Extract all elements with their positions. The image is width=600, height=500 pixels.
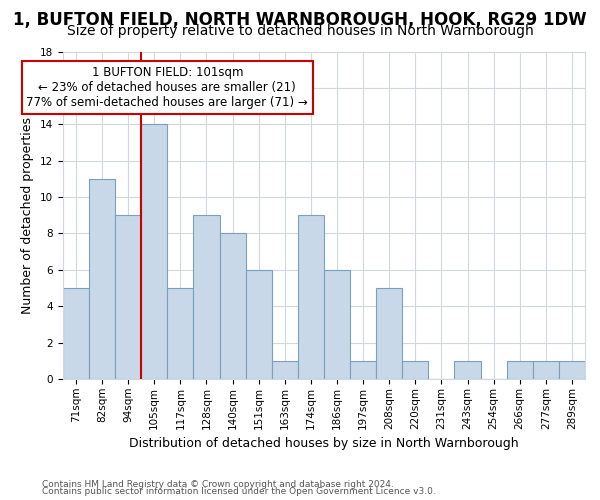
Bar [141, 124, 167, 379]
Bar [324, 270, 350, 379]
Bar [350, 360, 376, 379]
Text: 1 BUFTON FIELD: 101sqm
← 23% of detached houses are smaller (21)
77% of semi-det: 1 BUFTON FIELD: 101sqm ← 23% of detached… [26, 66, 308, 109]
Bar [402, 360, 428, 379]
Text: Contains HM Land Registry data © Crown copyright and database right 2024.: Contains HM Land Registry data © Crown c… [42, 480, 394, 489]
Bar [533, 360, 559, 379]
Text: 1, BUFTON FIELD, NORTH WARNBOROUGH, HOOK, RG29 1DW: 1, BUFTON FIELD, NORTH WARNBOROUGH, HOOK… [13, 11, 587, 29]
X-axis label: Distribution of detached houses by size in North Warnborough: Distribution of detached houses by size … [129, 437, 519, 450]
Bar [272, 360, 298, 379]
Bar [506, 360, 533, 379]
Bar [376, 288, 402, 379]
Bar [220, 234, 245, 379]
Bar [115, 215, 141, 379]
Bar [89, 179, 115, 379]
Bar [559, 360, 585, 379]
Bar [193, 215, 220, 379]
Bar [454, 360, 481, 379]
Bar [298, 215, 324, 379]
Y-axis label: Number of detached properties: Number of detached properties [22, 116, 34, 314]
Bar [245, 270, 272, 379]
Text: Size of property relative to detached houses in North Warnborough: Size of property relative to detached ho… [67, 24, 533, 38]
Bar [167, 288, 193, 379]
Text: Contains public sector information licensed under the Open Government Licence v3: Contains public sector information licen… [42, 487, 436, 496]
Bar [63, 288, 89, 379]
